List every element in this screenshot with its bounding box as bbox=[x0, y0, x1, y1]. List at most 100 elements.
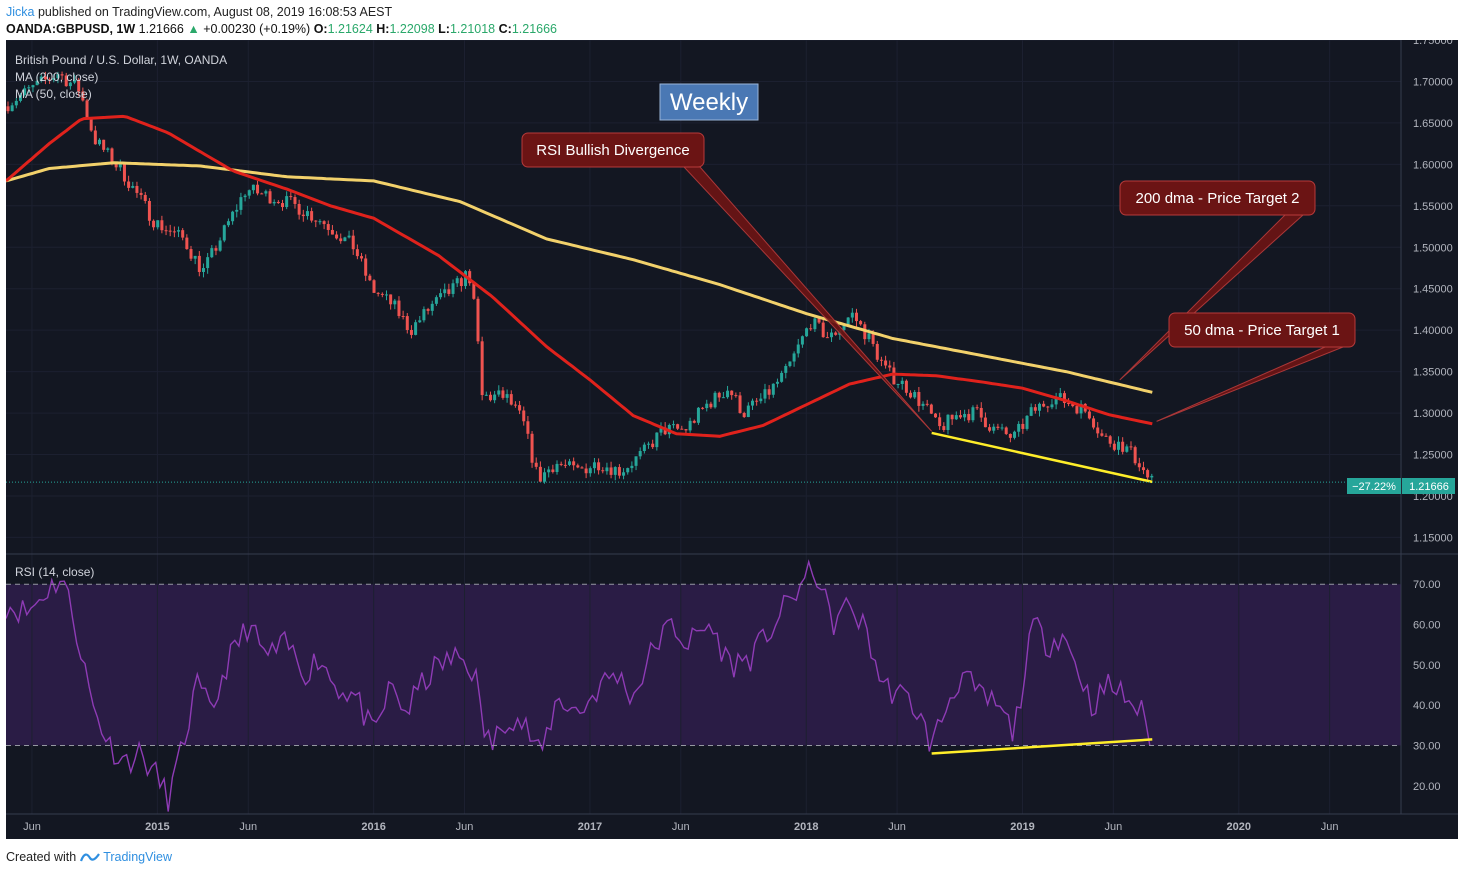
candle bbox=[563, 464, 567, 466]
candle bbox=[488, 394, 492, 401]
candle bbox=[468, 271, 472, 284]
price-tick-label: 1.35000 bbox=[1413, 367, 1453, 379]
candle bbox=[1100, 433, 1104, 436]
candle bbox=[422, 309, 426, 321]
price-axis[interactable]: 1.150001.200001.250001.300001.350001.400… bbox=[1413, 40, 1453, 544]
candle bbox=[260, 193, 264, 195]
time-tick-label: 2015 bbox=[145, 821, 169, 833]
rsi-line[interactable] bbox=[6, 559, 1151, 812]
candle bbox=[696, 407, 700, 423]
candle bbox=[89, 117, 93, 131]
rsi-tick-label: 60.00 bbox=[1413, 620, 1441, 632]
price-tick-label: 1.65000 bbox=[1413, 118, 1453, 130]
candle bbox=[543, 472, 547, 482]
change-value: +0.00230 (+0.19%) bbox=[203, 22, 311, 36]
candle bbox=[688, 420, 692, 431]
time-tick-label: 2018 bbox=[794, 821, 818, 833]
candle bbox=[102, 139, 106, 150]
candle bbox=[534, 462, 538, 467]
price-trendline[interactable] bbox=[931, 431, 1153, 484]
candle bbox=[397, 300, 401, 317]
candle bbox=[426, 309, 430, 311]
candle bbox=[226, 221, 230, 226]
candle bbox=[285, 196, 289, 208]
low-label: L: bbox=[438, 22, 450, 36]
author-name[interactable]: Jicka bbox=[6, 5, 35, 19]
candle bbox=[177, 230, 181, 232]
candle bbox=[501, 390, 505, 398]
last-price-badge bbox=[1402, 478, 1455, 494]
rsi-trendline[interactable] bbox=[931, 738, 1153, 755]
candle bbox=[992, 426, 996, 431]
candle bbox=[164, 230, 168, 232]
candle bbox=[1121, 441, 1125, 452]
candle bbox=[996, 426, 1000, 428]
candle bbox=[364, 258, 368, 276]
time-axis[interactable]: Jun 2015 Jun 2016 Jun 2017 Jun 2018 Jun 2019 Jun 20… bbox=[23, 821, 1338, 833]
legend-ma200[interactable]: MA (200, close) bbox=[15, 70, 98, 84]
published-text: published on TradingView.com, August 08,… bbox=[37, 5, 393, 19]
candle bbox=[206, 257, 210, 269]
candle bbox=[750, 400, 754, 406]
candle bbox=[909, 392, 913, 398]
candle bbox=[330, 229, 334, 235]
candle bbox=[854, 312, 858, 322]
percent-change-badge bbox=[1347, 478, 1401, 494]
tradingview-link[interactable]: TradingView bbox=[80, 850, 172, 864]
candle bbox=[821, 322, 825, 338]
candle bbox=[484, 394, 488, 396]
open-value: 1.21624 bbox=[327, 22, 373, 36]
candle bbox=[1054, 397, 1058, 405]
candle bbox=[197, 255, 201, 272]
candle bbox=[1096, 427, 1100, 434]
ma50-line[interactable] bbox=[6, 114, 1153, 438]
rsi-axis[interactable]: 20.00 30.00 40.00 50.00 60.00 70.00 bbox=[1413, 579, 1441, 793]
time-tick-label: Jun bbox=[888, 821, 906, 833]
candle bbox=[347, 235, 351, 238]
price-tick-label: 1.55000 bbox=[1413, 201, 1453, 213]
candle bbox=[684, 429, 688, 431]
candle bbox=[23, 88, 27, 96]
close-value: 1.21666 bbox=[511, 22, 558, 36]
legend-ma50[interactable]: MA (50, close) bbox=[15, 87, 92, 101]
candle bbox=[251, 184, 255, 191]
chart-title: British Pound / U.S. Dollar, 1W, OANDA bbox=[15, 53, 227, 67]
candle bbox=[904, 380, 908, 393]
candle bbox=[1129, 446, 1133, 448]
candle bbox=[64, 75, 68, 87]
price-tick-label: 1.60000 bbox=[1413, 159, 1453, 171]
ma200-line[interactable] bbox=[6, 161, 1153, 394]
candle bbox=[971, 407, 975, 421]
candle bbox=[580, 467, 584, 469]
candle bbox=[634, 456, 638, 466]
candle bbox=[680, 428, 684, 430]
candle bbox=[235, 209, 239, 212]
candle bbox=[1008, 433, 1012, 438]
candle bbox=[131, 185, 135, 188]
candle bbox=[742, 412, 746, 418]
rsi-tick-label: 40.00 bbox=[1413, 700, 1441, 712]
candle bbox=[14, 100, 18, 106]
candle bbox=[950, 414, 954, 420]
candle bbox=[879, 359, 883, 361]
candle bbox=[430, 303, 434, 311]
candle bbox=[393, 300, 397, 305]
candle bbox=[1146, 470, 1150, 478]
candle bbox=[746, 405, 750, 418]
candle bbox=[642, 444, 646, 452]
candle bbox=[339, 238, 343, 242]
candle bbox=[726, 390, 730, 398]
candle bbox=[755, 400, 759, 402]
candle bbox=[942, 426, 946, 431]
candle bbox=[401, 316, 405, 318]
rsi-title: RSI (14, close) bbox=[15, 565, 94, 579]
callouts: RSI Bullish Divergence 200 dma - Price Ta… bbox=[521, 132, 1356, 432]
candle bbox=[31, 85, 35, 88]
chart-canvas[interactable]: RSI Bullish Divergence 200 dma - Price Ta… bbox=[6, 40, 1458, 839]
candle bbox=[775, 381, 779, 384]
candle bbox=[1075, 406, 1079, 414]
candle bbox=[738, 395, 742, 413]
symbol-label: OANDA:GBPUSD, 1W bbox=[6, 22, 136, 36]
candle bbox=[871, 333, 875, 344]
candle bbox=[434, 297, 438, 304]
